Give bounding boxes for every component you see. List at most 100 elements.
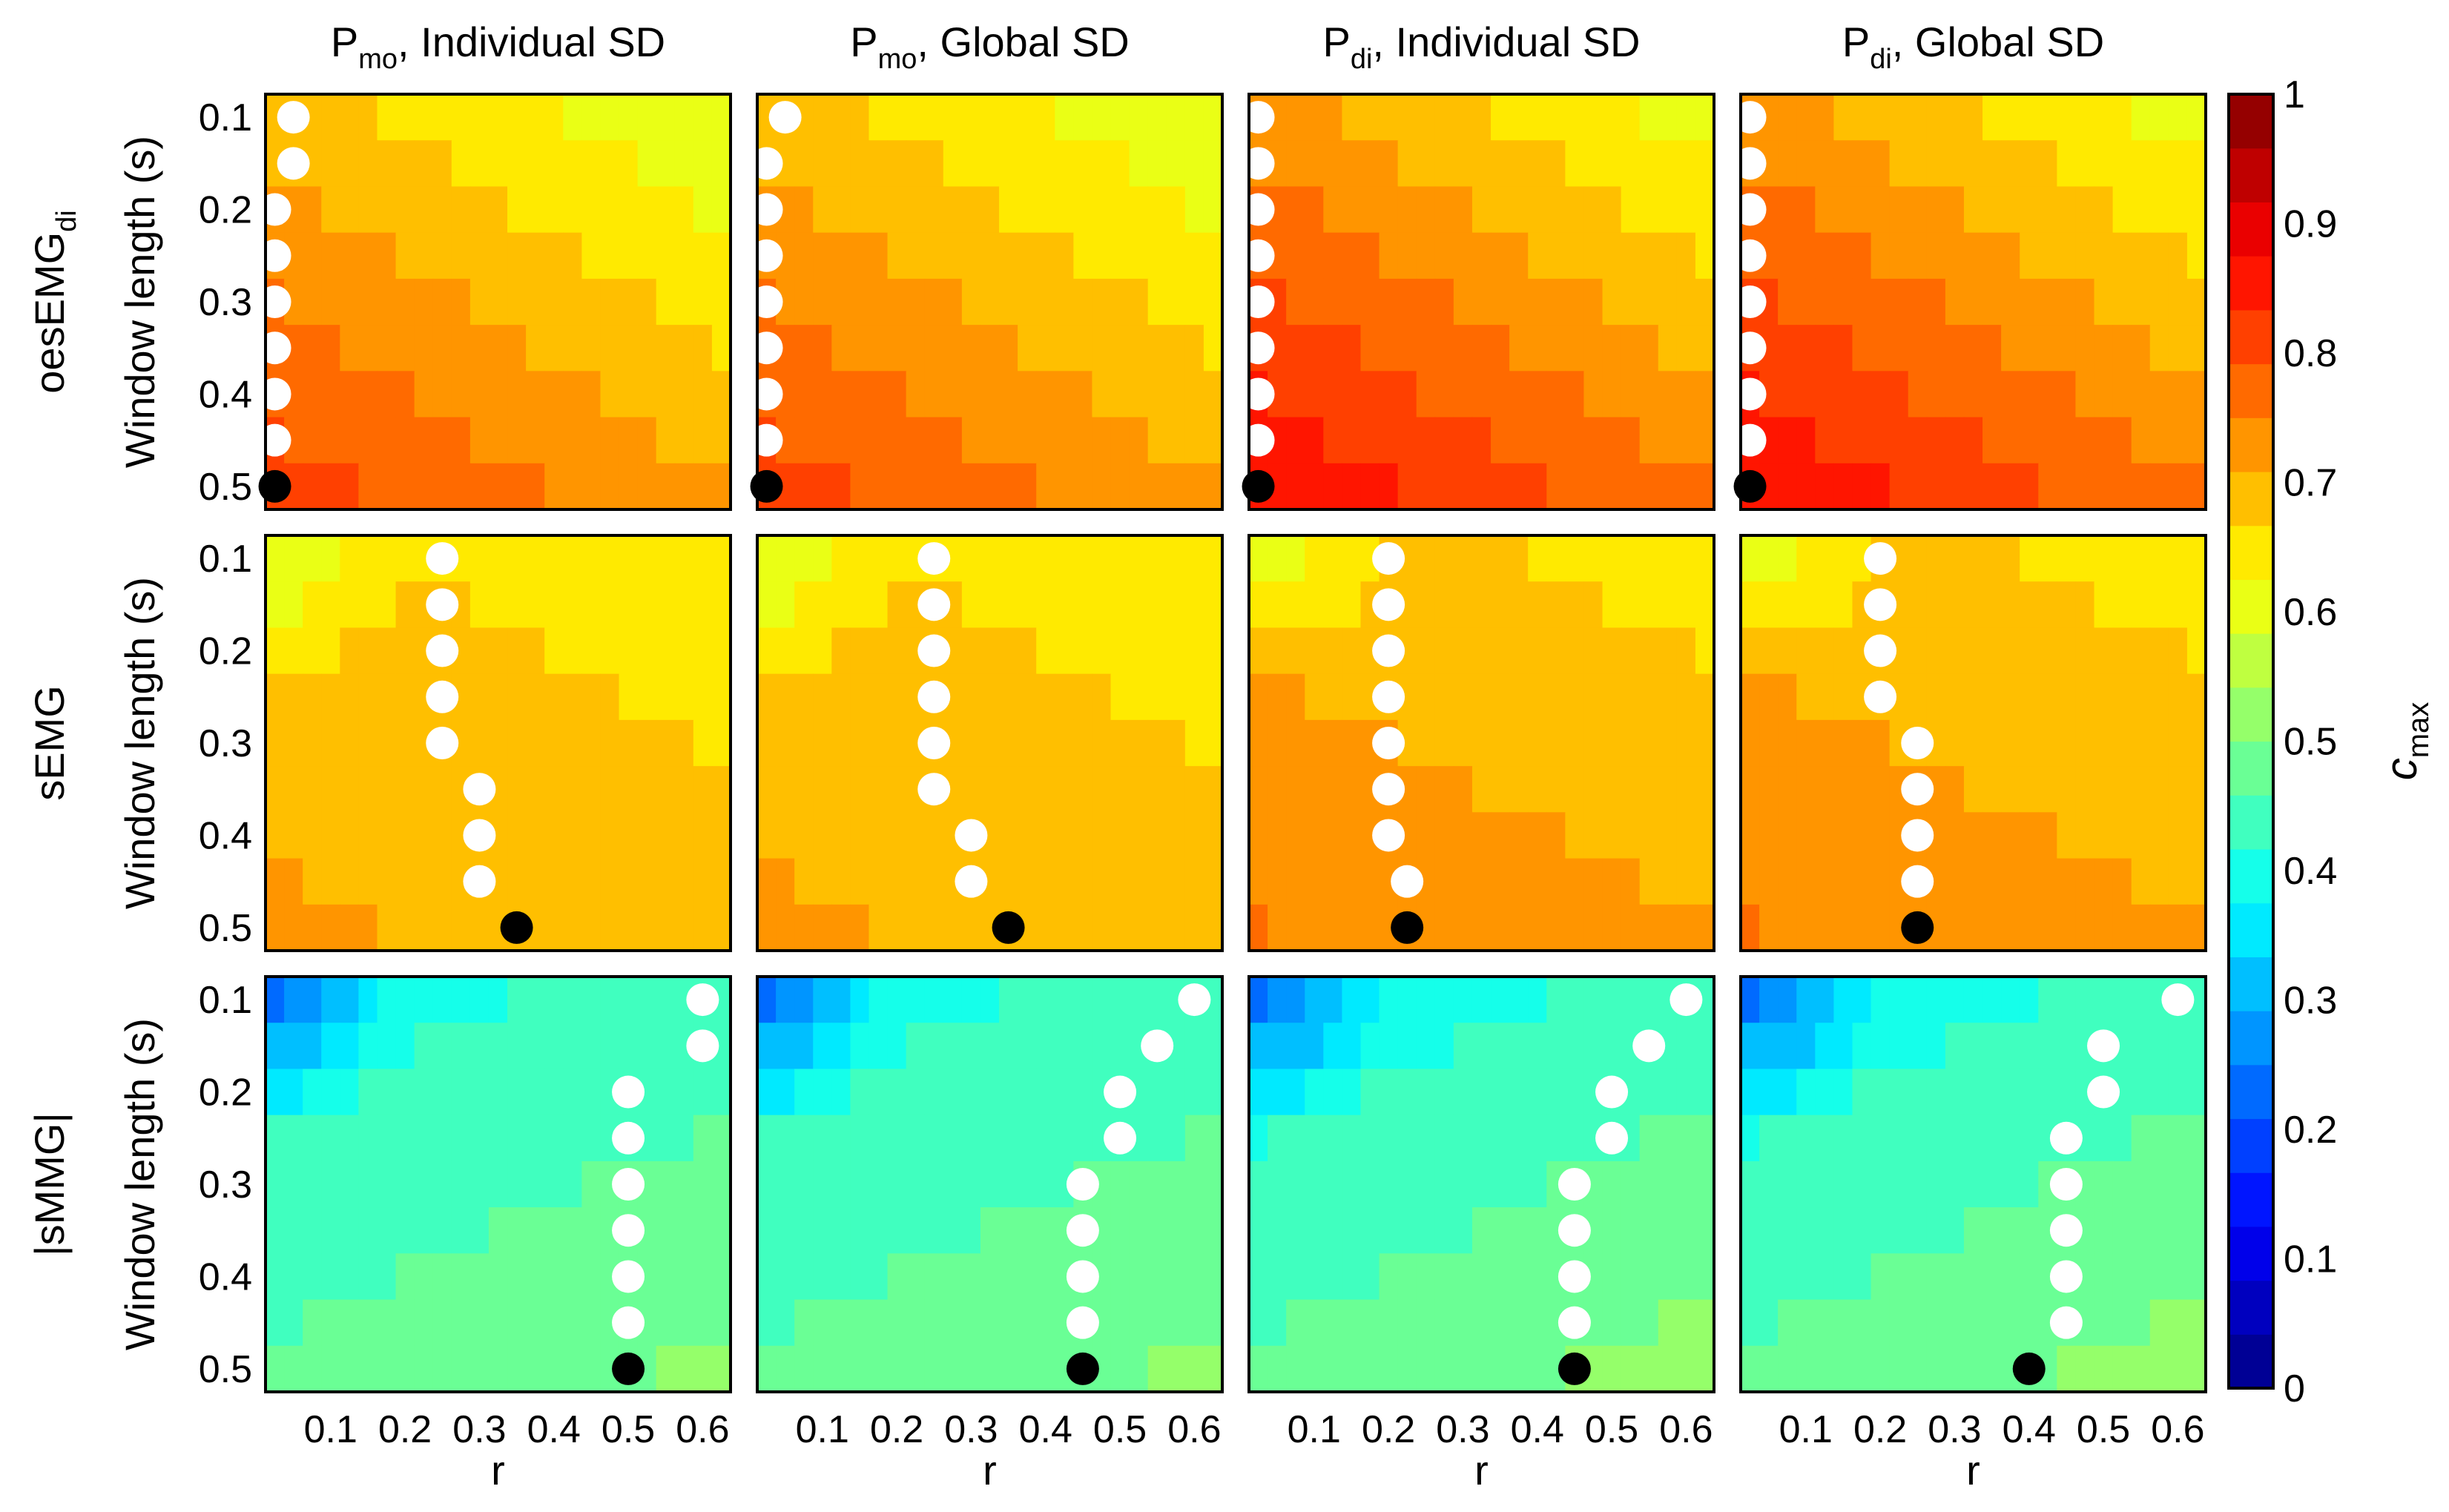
heatmap-cell xyxy=(1509,673,1529,721)
heatmap-cell xyxy=(526,1161,545,1208)
heatmap-cell xyxy=(831,581,851,629)
heatmap-cell xyxy=(1796,140,1816,188)
heatmap-cell xyxy=(395,673,415,721)
heatmap-cell xyxy=(2112,858,2132,905)
heatmap-cell xyxy=(507,463,527,510)
heatmap-cell xyxy=(303,1345,322,1393)
heatmap-cell xyxy=(358,766,378,813)
heatmap-cell xyxy=(887,463,907,510)
heatmap-cell xyxy=(1583,278,1603,326)
heatmap-cell xyxy=(2112,278,2132,326)
heatmap-cell xyxy=(1073,812,1093,859)
heatmap-cell xyxy=(980,1023,1000,1070)
heatmap-cell xyxy=(1453,232,1473,280)
heatmap-cell xyxy=(1833,858,1853,905)
heatmap-cell xyxy=(507,140,527,188)
heatmap-cell xyxy=(1676,278,1696,326)
x-axis-label: r xyxy=(491,1447,505,1493)
heatmap-cell xyxy=(924,1207,944,1254)
heatmap-cell xyxy=(1305,766,1324,813)
heatmap-cell xyxy=(1759,1023,1779,1070)
heatmap-cell xyxy=(813,1023,832,1070)
optimum-marker xyxy=(686,983,719,1017)
heatmap-cell xyxy=(1249,1345,1268,1393)
heatmap-cell xyxy=(2094,463,2114,510)
heatmap-cell xyxy=(1018,1115,1037,1162)
heatmap-cell xyxy=(1945,1069,1965,1116)
heatmap-cell xyxy=(656,1207,676,1254)
heatmap-cell xyxy=(887,1299,907,1347)
heatmap-cell xyxy=(656,719,676,767)
heatmap-cell xyxy=(1621,673,1641,721)
heatmap-cell xyxy=(1342,278,1362,326)
heatmap-cell xyxy=(2168,1345,2188,1393)
heatmap-cell xyxy=(1658,812,1678,859)
heatmap-cell xyxy=(943,1207,963,1254)
heatmap-cell xyxy=(2001,278,2020,326)
heatmap-cell xyxy=(1110,1253,1130,1301)
heatmap-cell xyxy=(2186,1115,2206,1162)
heatmap-cell xyxy=(637,812,657,859)
heatmap-cell xyxy=(1110,94,1130,141)
heatmap-cell xyxy=(924,94,944,141)
heatmap-cell xyxy=(924,812,944,859)
heatmap-cell xyxy=(850,766,870,813)
heatmap-cell xyxy=(1889,417,1909,464)
heatmap-cell xyxy=(1249,1023,1268,1070)
heatmap-cell xyxy=(1129,977,1149,1023)
heatmap-cell xyxy=(961,417,981,464)
heatmap-cell xyxy=(2186,278,2206,326)
heatmap-cell xyxy=(321,325,340,372)
heatmap-cell xyxy=(1018,1069,1037,1116)
heatmap-cell xyxy=(1778,977,1797,1023)
heatmap-cell xyxy=(1203,94,1223,141)
heatmap-cell xyxy=(961,673,981,721)
heatmap-cell xyxy=(1945,232,1965,280)
heatmap-cell xyxy=(1639,581,1659,629)
heatmap-cell xyxy=(1870,1299,1891,1347)
heatmap-cell xyxy=(581,186,601,234)
panel-frame xyxy=(264,93,732,511)
heatmap-cell xyxy=(1695,1161,1715,1208)
heatmap-cell xyxy=(1982,1023,2002,1070)
heatmap-cell xyxy=(2131,581,2151,629)
optimum-marker xyxy=(1558,1306,1591,1339)
heatmap-cell xyxy=(2057,535,2077,582)
heatmap-cell xyxy=(831,371,851,418)
heatmap-cell xyxy=(1583,325,1603,372)
heatmap-cell xyxy=(1471,766,1492,813)
heatmap-cell xyxy=(831,627,851,675)
heatmap-cell xyxy=(868,858,889,905)
heatmap-cell xyxy=(1249,766,1268,813)
heatmap-cell xyxy=(1908,278,1928,326)
heatmap-cell xyxy=(1945,1023,1965,1070)
heatmap-cell xyxy=(1286,719,1305,767)
heatmap-cell xyxy=(266,1023,285,1070)
heatmap-cell xyxy=(2094,812,2114,859)
heatmap-cell xyxy=(544,627,564,675)
heatmap-cell xyxy=(980,278,1000,326)
heatmap-cell xyxy=(1815,766,1834,813)
heatmap-cell xyxy=(1110,627,1130,675)
x-axis-label: r xyxy=(983,1447,997,1493)
heatmap-cell xyxy=(1833,627,1853,675)
heatmap-cell xyxy=(1509,1299,1529,1347)
heatmap-cell xyxy=(1110,278,1130,326)
heatmap-cell xyxy=(776,581,795,629)
heatmap-cell xyxy=(1602,535,1622,582)
heatmap-cell xyxy=(2038,278,2057,326)
heatmap-cell xyxy=(1741,1299,1760,1347)
heatmap-cell xyxy=(1305,673,1324,721)
heatmap-cell xyxy=(321,1253,340,1301)
heatmap-cell xyxy=(1166,1161,1186,1208)
heatmap-cell xyxy=(1092,535,1112,582)
heatmap-cell xyxy=(868,186,889,234)
heatmap-cell xyxy=(1796,535,1816,582)
heatmap-cell xyxy=(1434,977,1454,1023)
heatmap-cell xyxy=(1621,1207,1641,1254)
heatmap-cell xyxy=(600,858,620,905)
heatmap-cell xyxy=(674,627,694,675)
heatmap-cell xyxy=(1249,581,1268,629)
heatmap-cell xyxy=(507,1115,527,1162)
